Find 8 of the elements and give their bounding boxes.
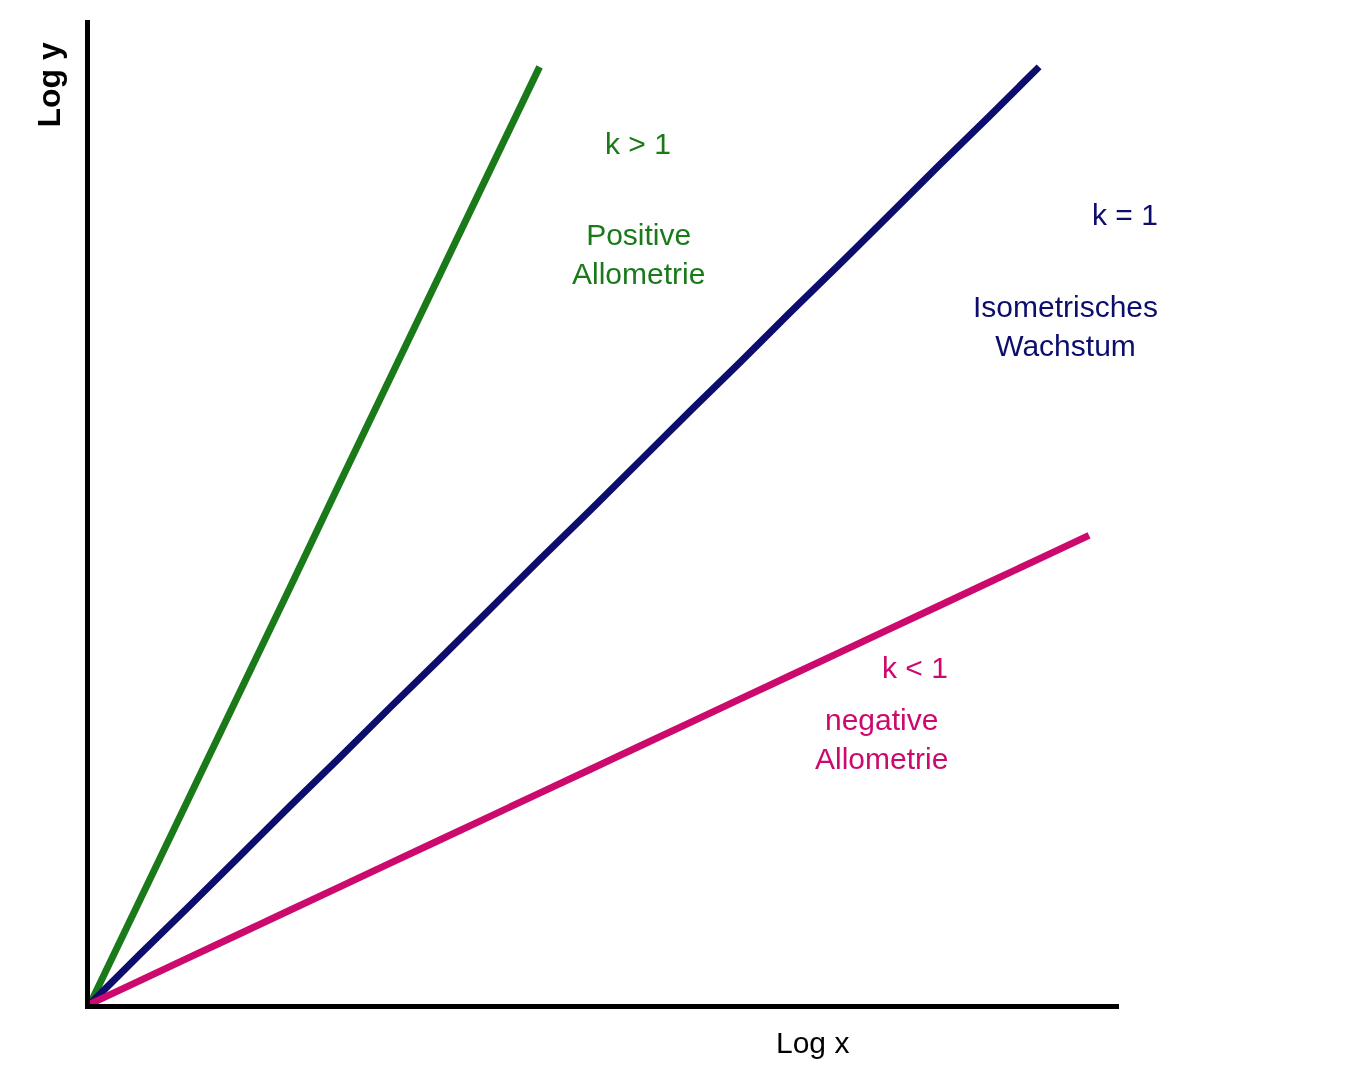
- annotation: Isometrisches Wachstum: [973, 290, 1159, 362]
- annotation: Positive Allometrie: [572, 218, 706, 290]
- annotation: k < 1: [882, 651, 948, 684]
- y-axis-title: Log y: [31, 41, 68, 128]
- annotation: k = 1: [1092, 198, 1158, 231]
- annotation: k > 1: [605, 127, 671, 160]
- annotation: negative Allometrie: [815, 703, 949, 775]
- x-axis-title: Log x: [776, 1026, 850, 1059]
